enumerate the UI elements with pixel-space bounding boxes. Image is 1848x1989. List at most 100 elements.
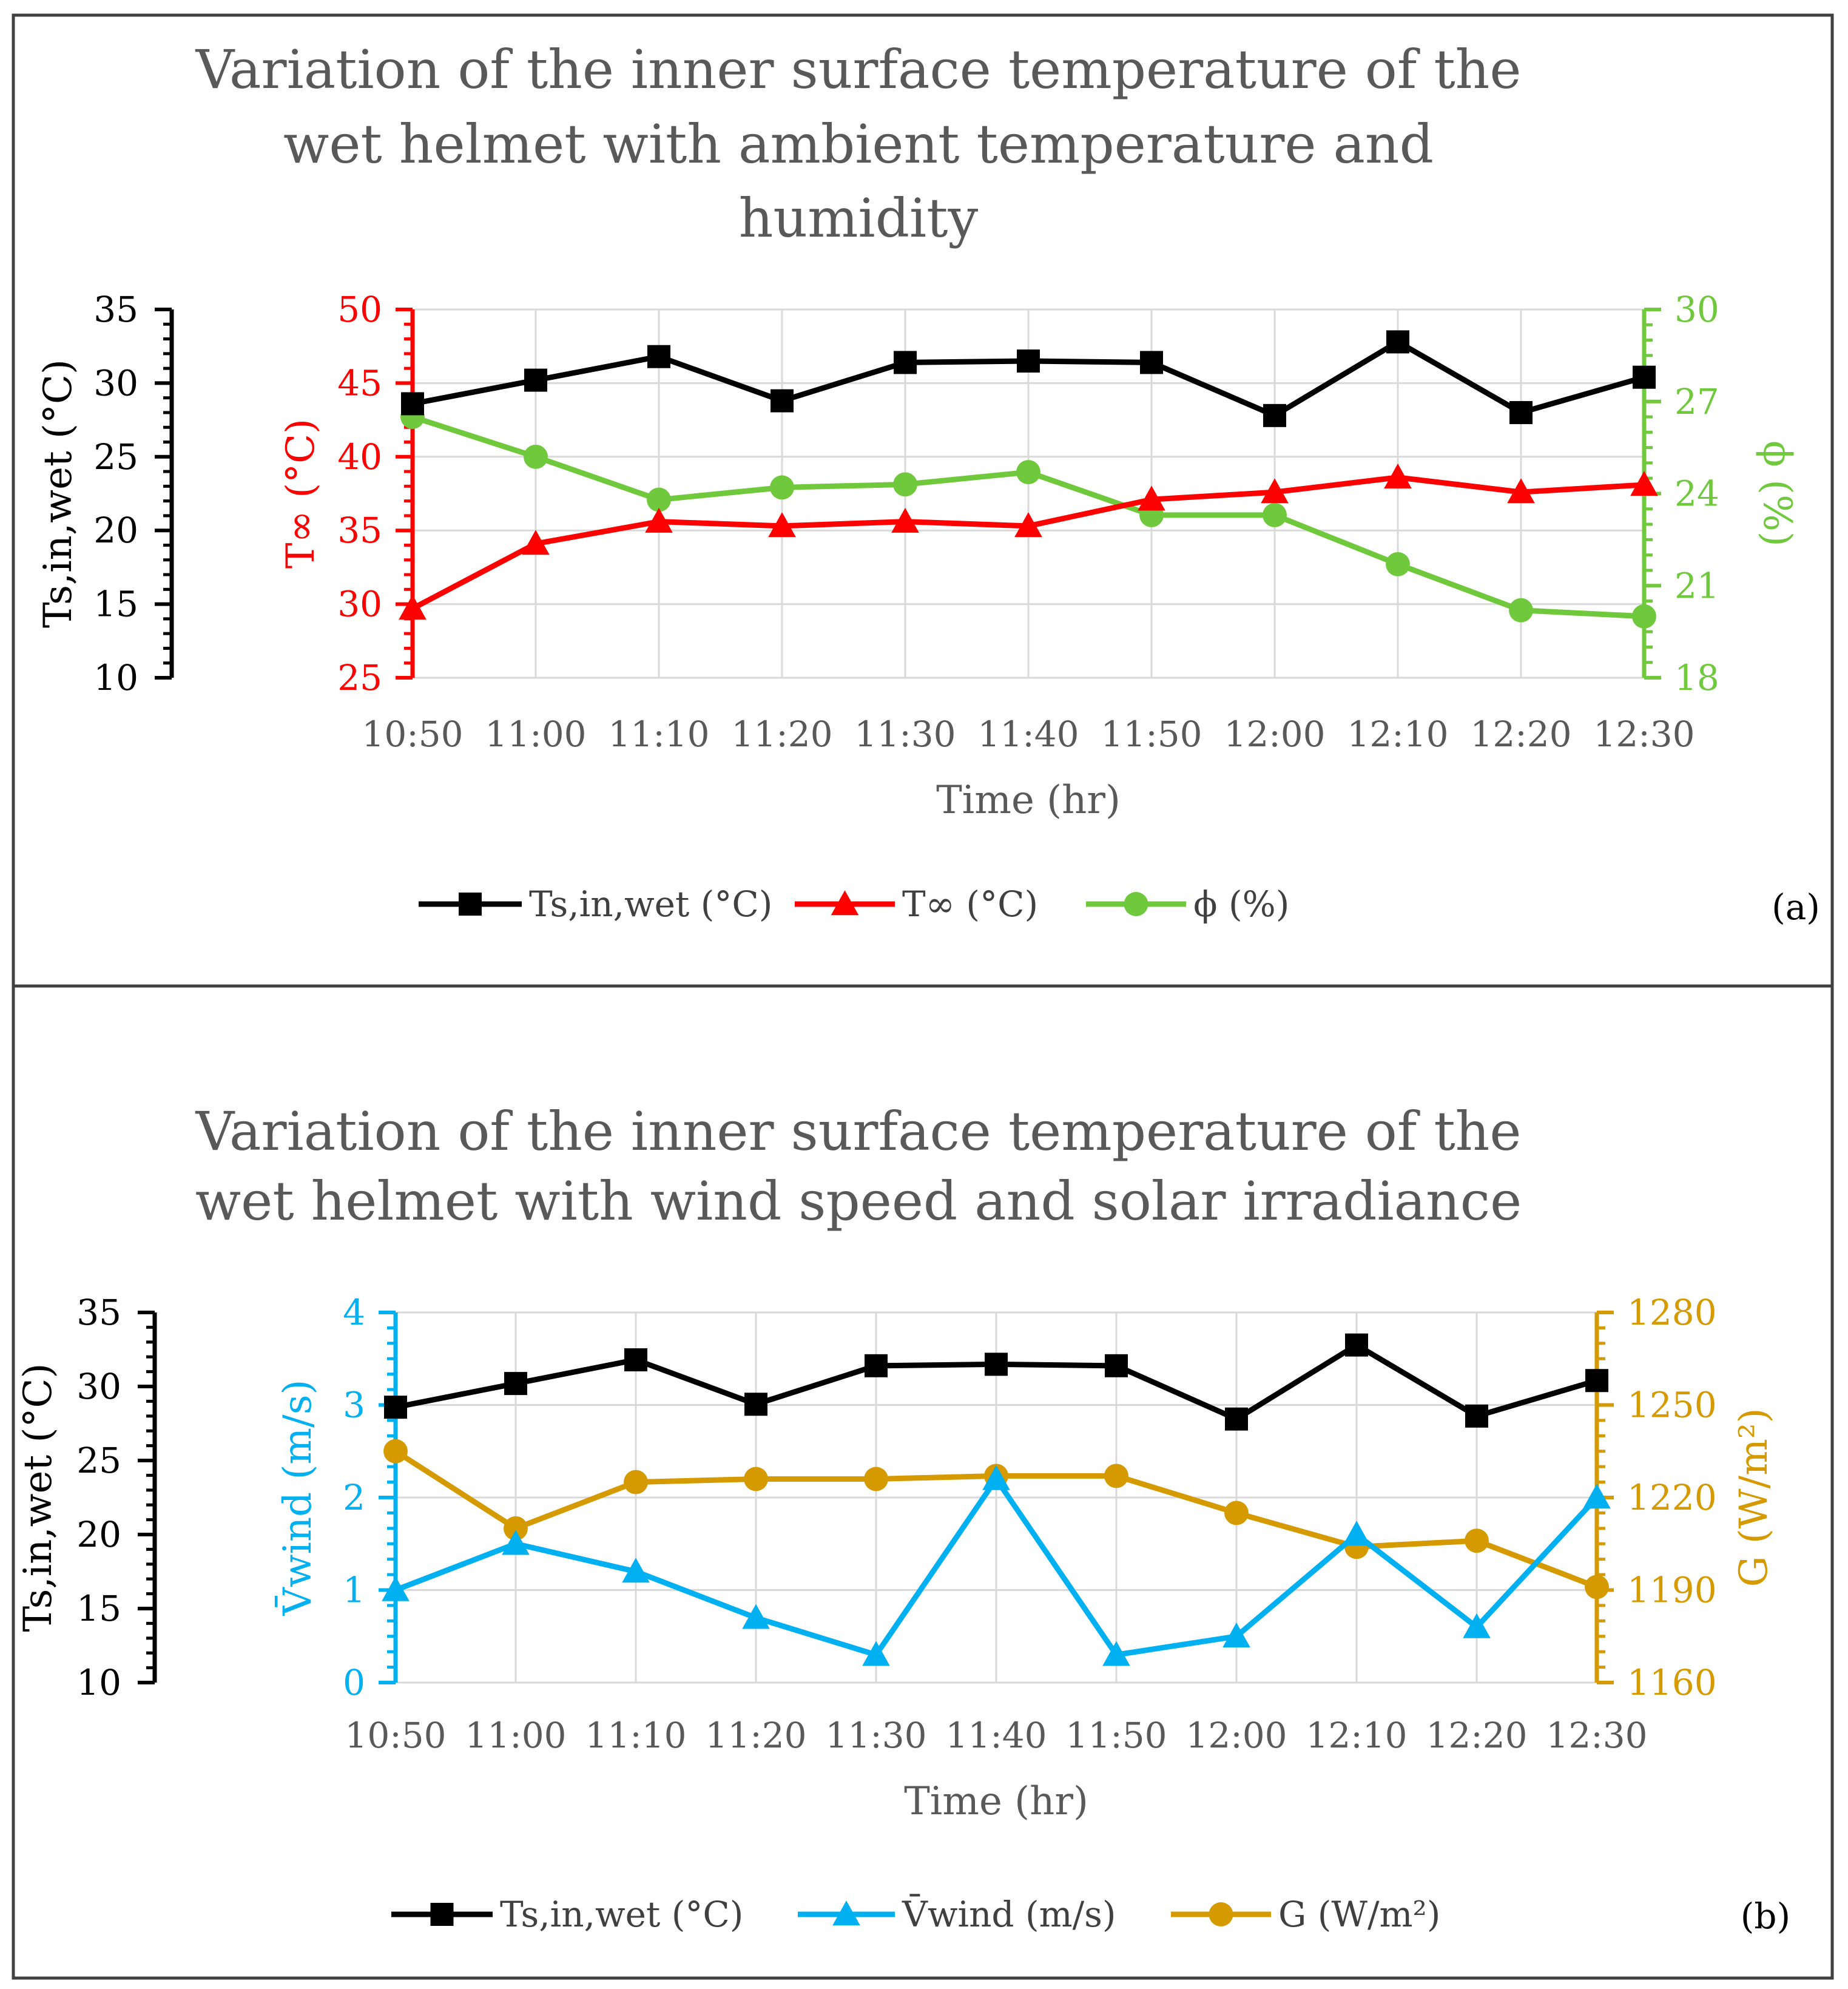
tinf-axis-tick-label: 25 [337, 657, 382, 698]
phi-axis: 18 21 24 27 30 ϕ (%) [1642, 289, 1799, 698]
series-g-point [1104, 1464, 1128, 1488]
series-phi-point [1263, 502, 1287, 527]
chart-title-line: humidity [739, 187, 979, 249]
series-ts-point [1386, 330, 1409, 354]
ts-axis-tick-label: 20 [93, 510, 138, 551]
tinf-axis-tick-label: 30 [337, 584, 382, 625]
wind-axis: 0 1 2 3 4 V̄wind (m/s) [274, 1292, 398, 1703]
x-tick-label: 11:30 [825, 1715, 926, 1756]
ts-axis-tick-label: 15 [76, 1588, 121, 1629]
ts-axis-tick-label: 30 [76, 1366, 121, 1407]
series-phi-point [770, 475, 794, 500]
ts-axis-tick-label: 10 [76, 1662, 121, 1703]
series-ts-point [1225, 1407, 1248, 1431]
chart-a: Variation of the inner surface temperatu… [36, 38, 1820, 928]
x-tick-label: 10:50 [345, 1715, 446, 1756]
wind-axis-tick-label: 0 [343, 1662, 365, 1703]
series-wind-point [1583, 1484, 1611, 1509]
series-wind-point [1463, 1613, 1491, 1638]
chart-b: Variation of the inner surface temperatu… [16, 1100, 1790, 1937]
series-phi [400, 405, 1656, 629]
series-g-point [383, 1439, 408, 1464]
series-tinf-point [891, 507, 919, 533]
wind-axis-tick-label: 2 [343, 1477, 365, 1518]
tinf-axis: 25 30 35 40 45 50 T∞ (°C) [278, 289, 415, 698]
series-g-point [504, 1516, 528, 1541]
series-tinf-point [645, 507, 673, 533]
legend: Ts,in,wet (°C) V̄wind (m/s) G (W/m²) [391, 1893, 1440, 1935]
legend-label: Ts,in,wet (°C) [529, 883, 772, 925]
panel-label: (a) [1772, 886, 1820, 928]
series-wind-point [502, 1530, 530, 1555]
series-ts-point [1633, 365, 1656, 389]
series-g-point [1465, 1528, 1489, 1553]
ts-axis-label: Ts,in,wet (°C) [16, 1363, 61, 1632]
series-ts-point [985, 1352, 1008, 1376]
x-tick-label: 11:10 [585, 1715, 686, 1756]
series-ts [384, 1333, 1608, 1431]
legend-label: ϕ (%) [1193, 883, 1289, 925]
series-tinf-point [1384, 463, 1412, 489]
series-tinf [399, 463, 1658, 620]
figure-border [12, 13, 1834, 1980]
ts-axis-tick-label: 30 [93, 362, 138, 404]
x-tick-label: 11:10 [608, 714, 709, 755]
panel-label: (b) [1741, 1896, 1790, 1937]
series-wind-point [982, 1465, 1010, 1490]
x-axis-label: Time (hr) [936, 778, 1121, 823]
wind-axis-tick-label: 4 [343, 1292, 365, 1333]
legend-swatch-marker [459, 893, 482, 916]
series-wind-point [862, 1641, 890, 1666]
series-ts-point [1345, 1333, 1368, 1357]
series-ts-point [384, 1396, 407, 1419]
legend-label: T∞ (°C) [902, 883, 1038, 925]
x-tick-label: 12:10 [1306, 1715, 1407, 1756]
series-ts-point [624, 1348, 647, 1372]
series-g-point [744, 1467, 768, 1491]
g-axis-tick-label: 1280 [1627, 1292, 1717, 1333]
ts-axis: 10 15 20 25 30 35 Ts,in,wet (°C) [36, 289, 174, 698]
series-g-point [1224, 1501, 1249, 1525]
series-ts-point [1105, 1354, 1128, 1377]
series-phi-point [1386, 552, 1410, 576]
chart-title-line: Variation of the inner surface temperatu… [195, 1100, 1522, 1163]
ts-axis-tick-label: 25 [93, 436, 138, 478]
series-ts-point [1140, 351, 1163, 374]
ts-axis-tick-label: 25 [76, 1440, 121, 1481]
g-axis: 1160 1190 1220 1250 1280 G (W/m²) [1594, 1292, 1776, 1703]
g-axis-tick-label: 1190 [1627, 1570, 1717, 1611]
wind-axis-label: V̄wind (m/s) [274, 1379, 320, 1616]
legend-swatch-marker [831, 890, 859, 916]
phi-axis-tick-label: 27 [1674, 381, 1719, 422]
phi-axis-label: ϕ (%) [1755, 441, 1799, 547]
series-tinf-point [1507, 478, 1535, 504]
ts-axis-tick-label: 35 [76, 1292, 121, 1333]
series-wind-point [1222, 1622, 1250, 1647]
series-g-point [624, 1470, 648, 1494]
legend-label: V̄wind (m/s) [902, 1893, 1116, 1935]
legend-swatch-marker [1209, 1902, 1233, 1927]
legend-swatch-marker [1124, 892, 1148, 916]
x-tick-label: 12:30 [1546, 1715, 1647, 1756]
x-tick-label: 11:40 [977, 714, 1079, 755]
series-ts-point [401, 392, 424, 416]
series-ts-point [865, 1354, 888, 1377]
series-wind-point [1343, 1521, 1371, 1546]
series-tinf-point [399, 595, 427, 620]
x-tick-label: 11:50 [1065, 1715, 1167, 1756]
x-tick-label: 12:00 [1224, 714, 1325, 755]
series-phi-point [893, 472, 917, 497]
series-phi-point [524, 444, 548, 469]
series-ts [401, 330, 1656, 427]
series-tinf-point [1630, 471, 1658, 496]
series-ts-point [894, 351, 917, 374]
g-axis-label: G (W/m²) [1732, 1408, 1776, 1587]
x-tick-label: 11:30 [854, 714, 956, 755]
series-wind-point [742, 1604, 770, 1629]
legend-label: Ts,in,wet (°C) [500, 1894, 743, 1935]
series-phi-point [1632, 604, 1656, 629]
x-tick-label: 12:10 [1347, 714, 1448, 755]
phi-axis-tick-label: 24 [1674, 473, 1719, 515]
tinf-axis-tick-label: 45 [337, 362, 382, 404]
